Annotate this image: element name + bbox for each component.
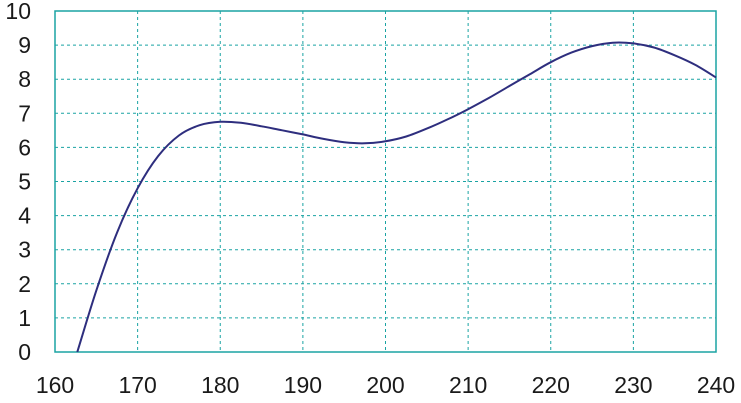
- y-tick-label: 9: [18, 32, 31, 58]
- series-line: [76, 41, 717, 353]
- x-tick-label: 230: [614, 372, 652, 398]
- x-tick-label: 170: [118, 372, 156, 398]
- y-tick-label: 7: [18, 100, 31, 126]
- y-tick-label: 8: [18, 66, 31, 92]
- y-axis-tick-labels: 0 1 2 3 4 5 6 7 8 9 10: [5, 0, 31, 365]
- y-tick-label: 6: [18, 134, 31, 160]
- x-axis-tick-labels: 160 170 180 190 200 210 220 230 240: [36, 372, 735, 398]
- y-tick-label: 2: [18, 271, 31, 297]
- y-tick-label: 4: [18, 203, 31, 229]
- plot-frame: [54, 10, 717, 353]
- x-tick-label: 180: [201, 372, 239, 398]
- x-tick-label: 210: [449, 372, 487, 398]
- x-tick-label: 220: [532, 372, 570, 398]
- x-tick-label: 190: [284, 372, 322, 398]
- x-tick-label: 200: [366, 372, 404, 398]
- x-tick-label: 240: [697, 372, 735, 398]
- y-tick-label: 3: [18, 237, 31, 263]
- x-tick-label: 160: [36, 372, 74, 398]
- y-tick-label: 5: [18, 169, 31, 195]
- y-tick-label: 1: [18, 305, 31, 331]
- y-tick-label: 10: [5, 0, 31, 24]
- y-tick-label: 0: [18, 339, 31, 365]
- grid: [55, 11, 716, 352]
